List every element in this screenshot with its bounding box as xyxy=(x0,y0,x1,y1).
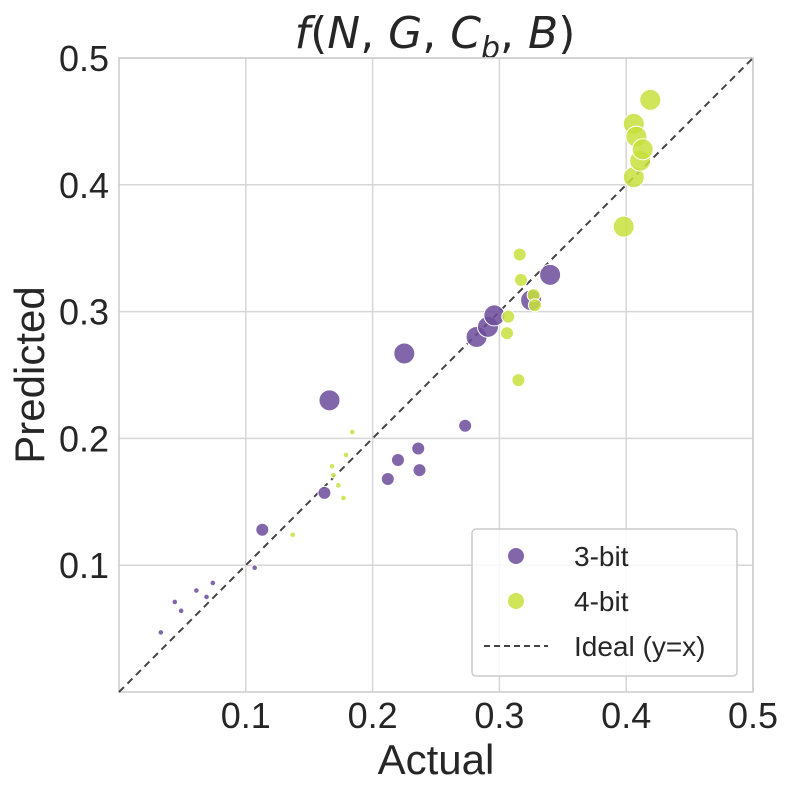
data-point-4-bit xyxy=(328,462,336,470)
legend-marker-4bit xyxy=(508,593,524,609)
data-point-3-bit xyxy=(251,564,258,572)
x-axis-label: Actual xyxy=(378,736,495,783)
data-point-3-bit xyxy=(203,593,210,601)
data-point-3-bit xyxy=(193,587,200,594)
data-point-3-bit xyxy=(458,418,473,433)
y-axis-label: Predicted xyxy=(6,286,53,463)
legend: 3-bit 4-bit Ideal (y=x) xyxy=(471,528,738,677)
data-point-4-bit xyxy=(501,309,516,324)
data-point-3-bit xyxy=(539,263,562,286)
data-point-4-bit xyxy=(329,471,337,479)
data-point-3-bit xyxy=(177,607,185,615)
x-tick-label: 0.1 xyxy=(221,695,271,736)
x-tick-label: 0.5 xyxy=(728,695,778,736)
data-point-4-bit xyxy=(342,451,350,459)
y-tick-label: 0.1 xyxy=(59,545,109,586)
data-point-3-bit xyxy=(380,471,395,486)
legend-label-ideal: Ideal (y=x) xyxy=(574,631,706,662)
data-point-4-bit xyxy=(335,482,342,489)
x-tick-labels: 0.1 0.2 0.3 0.4 0.5 xyxy=(221,695,778,736)
data-point-4-bit xyxy=(631,138,654,161)
data-point-3-bit xyxy=(411,441,426,456)
data-point-4-bit xyxy=(612,215,635,238)
data-point-3-bit xyxy=(393,342,416,365)
data-point-4-bit xyxy=(340,494,347,502)
y-tick-label: 0.4 xyxy=(59,165,109,206)
data-point-4-bit xyxy=(511,373,526,388)
data-point-3-bit xyxy=(157,629,165,636)
data-point-3-bit xyxy=(255,522,270,537)
data-point-4-bit xyxy=(349,428,356,436)
data-point-3-bit xyxy=(171,598,179,606)
data-point-3-bit xyxy=(209,579,217,587)
x-tick-label: 0.2 xyxy=(348,695,398,736)
legend-box xyxy=(471,528,738,677)
data-point-4-bit xyxy=(639,88,662,111)
chart-title: f(N, G, Cb, B) xyxy=(295,8,576,66)
data-point-3-bit xyxy=(318,389,341,412)
legend-label-4bit: 4-bit xyxy=(574,586,629,617)
y-tick-label: 0.3 xyxy=(59,292,109,333)
data-point-4-bit xyxy=(512,247,527,262)
data-point-3-bit xyxy=(390,452,405,467)
y-tick-labels: 0.1 0.2 0.3 0.4 0.5 xyxy=(59,38,109,586)
data-point-4-bit xyxy=(513,272,528,287)
data-point-4-bit xyxy=(289,531,297,539)
data-point-3-bit xyxy=(317,485,332,500)
x-tick-label: 0.3 xyxy=(474,695,524,736)
legend-label-3bit: 3-bit xyxy=(574,541,629,572)
plot-frame xyxy=(118,57,754,693)
data-points xyxy=(157,88,662,636)
y-tick-label: 0.5 xyxy=(59,38,109,79)
y-tick-label: 0.2 xyxy=(59,418,109,459)
x-tick-label: 0.4 xyxy=(601,695,651,736)
data-point-3-bit xyxy=(412,463,427,478)
data-point-4-bit xyxy=(527,298,542,313)
legend-marker-3bit xyxy=(508,548,524,564)
data-point-4-bit xyxy=(500,326,515,341)
